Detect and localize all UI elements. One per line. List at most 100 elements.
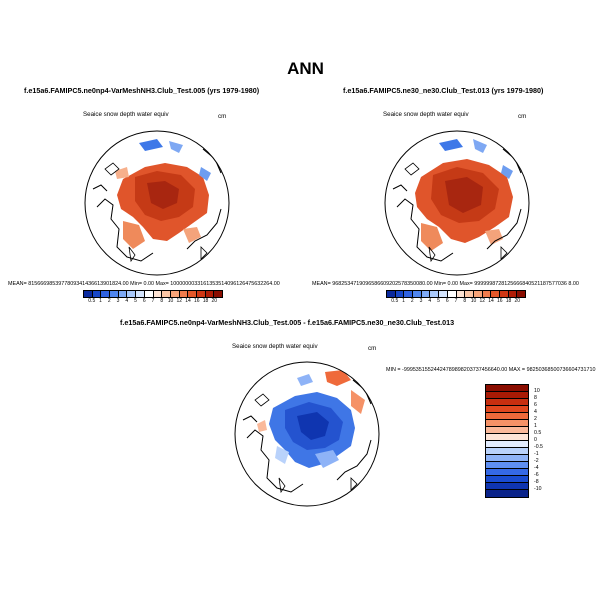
- panel-2-colorbar-tick-label: 0.5: [391, 298, 399, 304]
- panel-3-colorbar-tick-label: -6: [534, 472, 539, 478]
- panel-1-case-title: f.e15a6.FAMIPC5.ne0np4-VarMeshNH3.Club_T…: [24, 86, 260, 95]
- panel-2-colorbar-swatch: [499, 291, 509, 297]
- panel-1-colorbar-tick-label: 8: [160, 298, 164, 304]
- panel-2-colorbar-swatch: [387, 291, 396, 297]
- panel-3-colorbar-tick-label: 0: [534, 437, 537, 443]
- panel-2-stats: MEAN= 9682534719096586609202578350080.00…: [312, 281, 579, 287]
- panel-2-colorbar-swatch: [395, 291, 405, 297]
- panel-3-colorbar-swatch: [486, 434, 528, 441]
- panel-3-colorbar-tick-label: -10: [534, 486, 542, 492]
- panel-2-colorbar-tick-label: 18: [505, 298, 512, 304]
- panel-1-colorbar-swatch: [84, 291, 93, 297]
- panel-2-colorbar-swatch: [508, 291, 518, 297]
- panel-3-colorbar-tick-label: 2: [534, 416, 537, 422]
- panel-2-colorbar-tick-label: 3: [419, 298, 423, 304]
- panel-3-colorbar-swatch: [486, 441, 528, 448]
- panel-3-colorbar-tick-label: 4: [534, 409, 537, 415]
- panel-3-colorbar-swatch: [486, 483, 528, 490]
- panel-2-colorbar: 0.5 1 2 3 4 5 6 7 8 10 12 14 16 18 20: [386, 290, 526, 305]
- panel-2-colorbar-tick-label: 14: [488, 298, 494, 304]
- panel-3-stats: MIN = -99953515524424789898203737456640.…: [386, 367, 596, 373]
- panel-1-colorbar-tick-label: 12: [176, 298, 183, 304]
- panel-1-colorbar-swatch: [153, 291, 163, 297]
- panel-3-colorbar: [485, 384, 529, 498]
- panel-1-colorbar-swatch: [214, 291, 222, 297]
- panel-3-colorbar-swatch: [486, 399, 528, 406]
- panel-1-colorbar-tick-label: 6: [142, 298, 146, 304]
- panel-1-colorbar-swatch: [188, 291, 197, 297]
- panel-2-case-title: f.e15a6.FAMIPC5.ne30_ne30.Club_Test.013 …: [343, 86, 544, 95]
- panel-3-colorbar-tick-label: 10: [534, 388, 540, 394]
- panel-2-polar-map: [384, 130, 530, 276]
- panel-3-colorbar-tick-label: 1: [534, 423, 537, 429]
- panel-1-units-label: cm: [218, 113, 227, 120]
- panel-2-colorbar-tick-label: 5: [437, 298, 440, 304]
- panel-3-colorbar-swatch: [486, 455, 528, 462]
- panel-2-colorbar-swatch: [404, 291, 414, 297]
- panel-1-stats: MEAN= 8156669853977809341436613901824.00…: [8, 281, 280, 287]
- panel-2-colorbar-tick-label: 16: [496, 298, 503, 304]
- panel-1-colorbar-tick-label: 2: [107, 298, 111, 304]
- panel-2-colorbar-swatch: [421, 291, 431, 297]
- panel-3-colorbar-tick-label: -8: [534, 479, 539, 485]
- panel-3-variable-label: Seaice snow depth water equiv: [232, 343, 318, 350]
- panel-3-colorbar-tick-label: -1: [534, 451, 539, 457]
- panel-1-colorbar-swatch: [92, 291, 102, 297]
- panel-2-colorbar-swatch: [447, 291, 457, 297]
- panel-3-colorbar-swatch: [486, 392, 528, 399]
- panel-3-units-label: cm: [368, 345, 377, 352]
- panel-3-colorbar-swatch: [486, 490, 528, 497]
- panel-2-colorbar-tick-label: 7: [454, 298, 458, 304]
- panel-1-colorbar-tick-label: 4: [125, 298, 129, 304]
- panel-1-colorbar-tick-label: 14: [185, 298, 191, 304]
- panel-1-colorbar-swatch: [179, 291, 189, 297]
- panel-3-colorbar-swatch: [486, 427, 528, 434]
- panel-2-colorbar-tick-label: 12: [479, 298, 486, 304]
- panel-1-colorbar-swatch: [118, 291, 128, 297]
- panel-2-colorbar-tick-label: 4: [428, 298, 432, 304]
- panel-2-colorbar-swatch: [456, 291, 466, 297]
- panel-1-colorbar-swatch: [170, 291, 180, 297]
- panel-2-colorbar-swatch: [439, 291, 448, 297]
- panel-3-colorbar-swatch: [486, 420, 528, 427]
- panel-1-coastline: [92, 148, 222, 262]
- panel-2-colorbar-tick-label: 8: [463, 298, 467, 304]
- panel-1-colorbar-tick-label: 0.5: [88, 298, 96, 304]
- panel-2-colorbar-swatch: [465, 291, 474, 297]
- panel-2-colorbar-swatch: [491, 291, 500, 297]
- figure-title: ANN: [287, 59, 324, 78]
- panel-2-colorbar-tick-label: 1: [402, 298, 405, 304]
- panel-3-colorbar-swatch: [486, 476, 528, 483]
- panel-3-colorbar-tick-label: 6: [534, 402, 537, 408]
- panel-3-colorbar-swatch: [486, 406, 528, 413]
- panel-2-colorbar-swatch: [517, 291, 525, 297]
- panel-2-coastline: [392, 148, 522, 262]
- panel-1-variable-label: Seaice snow depth water equiv: [83, 111, 169, 118]
- panel-3-polar-map: [234, 361, 380, 507]
- panel-1-colorbar-swatch: [136, 291, 145, 297]
- panel-3-colorbar-tick-label: -0.5: [534, 444, 543, 450]
- panel-3-coastline: [242, 379, 372, 493]
- panel-3-colorbar-tick-label: 0.5: [534, 430, 542, 436]
- panel-2-units-label: cm: [518, 113, 527, 120]
- panel-1-colorbar-swatch: [110, 291, 119, 297]
- panel-1-colorbar-swatch: [101, 291, 111, 297]
- panel-3-case-title: f.e15a6.FAMIPC5.ne0np4-VarMeshNH3.Club_T…: [120, 318, 455, 327]
- panel-1-colorbar-swatch: [144, 291, 154, 297]
- panel-3-colorbar-tick-label: -2: [534, 458, 539, 464]
- panel-2-colorbar-tick-label: 2: [410, 298, 414, 304]
- panel-1-colorbar-tick-label: 10: [167, 298, 174, 304]
- panel-1-colorbar-tick-label: 16: [193, 298, 200, 304]
- panel-3-colorbar-ticks: 10 8 6 4 2 1 0.5 0 -0.5 -1 -2 -4 -6 -8 -10: [534, 384, 560, 498]
- panel-2-colorbar-swatch: [482, 291, 492, 297]
- panel-1-colorbar-swatch: [162, 291, 171, 297]
- panel-1-colorbar-swatch: [127, 291, 137, 297]
- panel-1-colorbar-tick-label: 1: [99, 298, 102, 304]
- panel-2-colorbar-tick-label: 20: [514, 298, 521, 304]
- panel-3-colorbar-swatch: [486, 385, 528, 392]
- panel-3-colorbar-swatch: [486, 448, 528, 455]
- panel-2-colorbar-tick-label: 10: [470, 298, 477, 304]
- panel-1-colorbar-swatch: [196, 291, 206, 297]
- panel-1-polar-map: [84, 130, 230, 276]
- panel-3-colorbar-swatch: [486, 413, 528, 420]
